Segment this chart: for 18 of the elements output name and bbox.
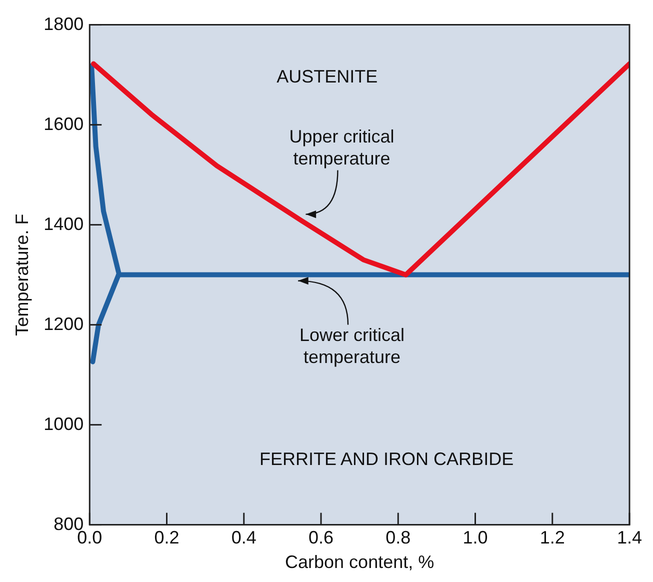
y-tick-label: 1600 [44,114,84,134]
annotation: FERRITE AND IRON CARBIDE [260,448,514,469]
x-tick-label: 1.0 [462,528,488,548]
annotation: Upper critical temperature [289,126,394,168]
y-tick-label: 1800 [44,14,84,34]
x-tick-label: 0.2 [154,528,180,548]
y-tick-label: 1400 [44,214,84,234]
annotation: Lower critical temperature [300,324,405,367]
y-axis-title: Temperature. F [12,214,32,336]
y-tick-label: 1200 [44,314,84,334]
x-tick-label: 0.4 [231,528,256,548]
annotation: AUSTENITE [276,66,378,86]
x-tick-label: 0.6 [308,528,334,548]
x-axis-title: Carbon content, % [285,552,434,572]
x-tick-label: 1.4 [616,528,642,548]
y-tick-label: 1000 [44,414,84,434]
x-tick-label: 1.2 [540,528,565,548]
x-tick-label: 0.8 [386,528,411,548]
